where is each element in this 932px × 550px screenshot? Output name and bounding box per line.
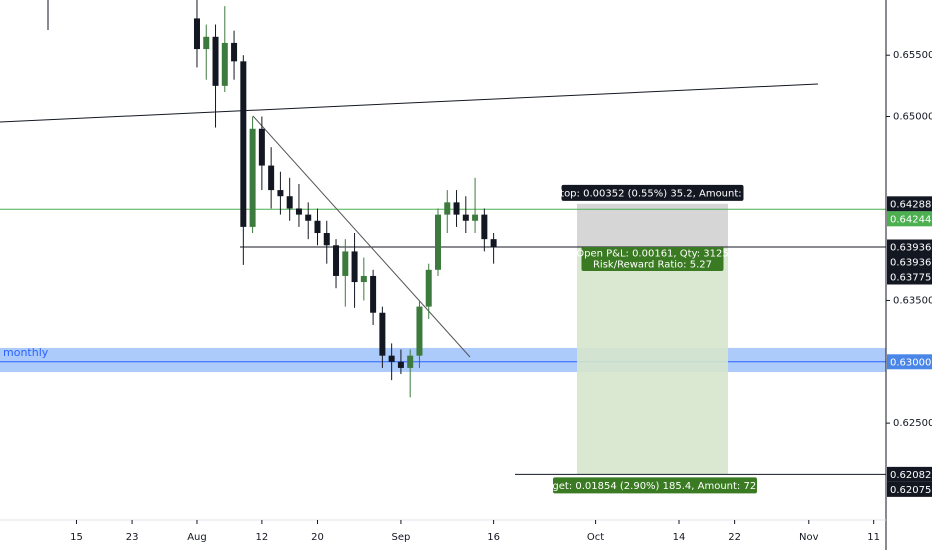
candle-body (481, 214, 488, 240)
trend-line (0, 83, 819, 123)
price-label: 0.62075 (890, 485, 931, 496)
zone (0, 347, 886, 372)
price-label: 0.63936 (890, 258, 931, 269)
price-label-box (887, 466, 932, 482)
candle-body (295, 208, 302, 215)
candle-body (360, 275, 367, 283)
x-tick-label: 23 (126, 532, 139, 543)
candle-body (472, 214, 479, 221)
stop-label: Stop: 0.00352 (0.55%) 35.2, Amount: 4 (554, 188, 751, 199)
candle-body (314, 220, 321, 234)
candle-body (370, 275, 377, 313)
candle-body (277, 190, 284, 197)
price-label: 0.62082 (890, 470, 931, 481)
x-tick-label: 15 (70, 532, 83, 543)
price-label-box (887, 239, 932, 255)
y-tick-label: 0.65000 (893, 112, 932, 123)
candle-body (203, 36, 210, 50)
candle-body (407, 355, 414, 368)
x-tick-label: 20 (311, 532, 324, 543)
candle-body (323, 233, 330, 246)
candle-body (351, 251, 358, 283)
candle-body (434, 214, 441, 270)
y-tick-label: 0.63500 (893, 295, 932, 306)
candle-body (453, 202, 460, 215)
target-label-box (553, 477, 757, 494)
zone-label: monthly (3, 346, 49, 359)
candle-body (425, 269, 432, 307)
trend-line (252, 115, 471, 358)
x-tick-label: Aug (187, 532, 207, 543)
candle-body (490, 239, 497, 247)
x-tick-label: 11 (867, 532, 880, 543)
candle-body (462, 214, 469, 221)
rr-label: Risk/Reward Ratio: 5.27 (593, 260, 712, 271)
y-tick-label: 0.65500 (893, 50, 932, 61)
price-label-box (887, 196, 932, 212)
candle-body (286, 196, 293, 209)
candle-body (416, 306, 423, 356)
target-label: Target: 0.01854 (2.90%) 185.4, Amount: 7… (537, 481, 772, 492)
price-label-box (887, 269, 932, 285)
candle-body (397, 361, 404, 368)
candle-body (231, 42, 238, 62)
candle-body (193, 18, 200, 50)
x-tick-label: 14 (673, 532, 686, 543)
candle-body (379, 312, 386, 356)
candle-body (249, 128, 256, 227)
candle-body (212, 36, 219, 86)
x-tick-label: Sep (391, 532, 410, 543)
candle-body (305, 214, 312, 221)
price-label: 0.64288 (890, 199, 931, 210)
x-tick-label: Oct (587, 532, 604, 543)
x-tick-label: 12 (256, 532, 269, 543)
price-label: 0.63775 (890, 273, 931, 284)
price-label: 0.64244 (890, 214, 931, 225)
price-label-box (887, 211, 932, 227)
candle-body (333, 245, 340, 276)
pnl-label-box (581, 247, 724, 271)
target-zone (577, 247, 728, 475)
price-label: 0.63936 (890, 243, 931, 254)
price-label-box (887, 254, 932, 270)
stop-zone (577, 203, 728, 247)
candle-body (240, 61, 247, 227)
candle-body (221, 42, 228, 86)
price-label-box (887, 481, 932, 497)
candle-body (342, 251, 349, 276)
y-tick-label: 0.62500 (893, 418, 932, 429)
candle-body (444, 202, 451, 215)
pnl-label: Open P&L: 0.00161, Qty: 3125 (576, 249, 729, 260)
x-tick-label: Nov (799, 532, 819, 543)
x-tick-label: 22 (728, 532, 741, 543)
stop-label-box (561, 184, 744, 201)
candle-body (258, 128, 265, 166)
price-label-box (887, 354, 932, 370)
candle-body (388, 355, 395, 362)
x-tick-label: 16 (487, 532, 500, 543)
price-label: 0.63000 (890, 357, 931, 368)
candle-body (268, 165, 275, 191)
